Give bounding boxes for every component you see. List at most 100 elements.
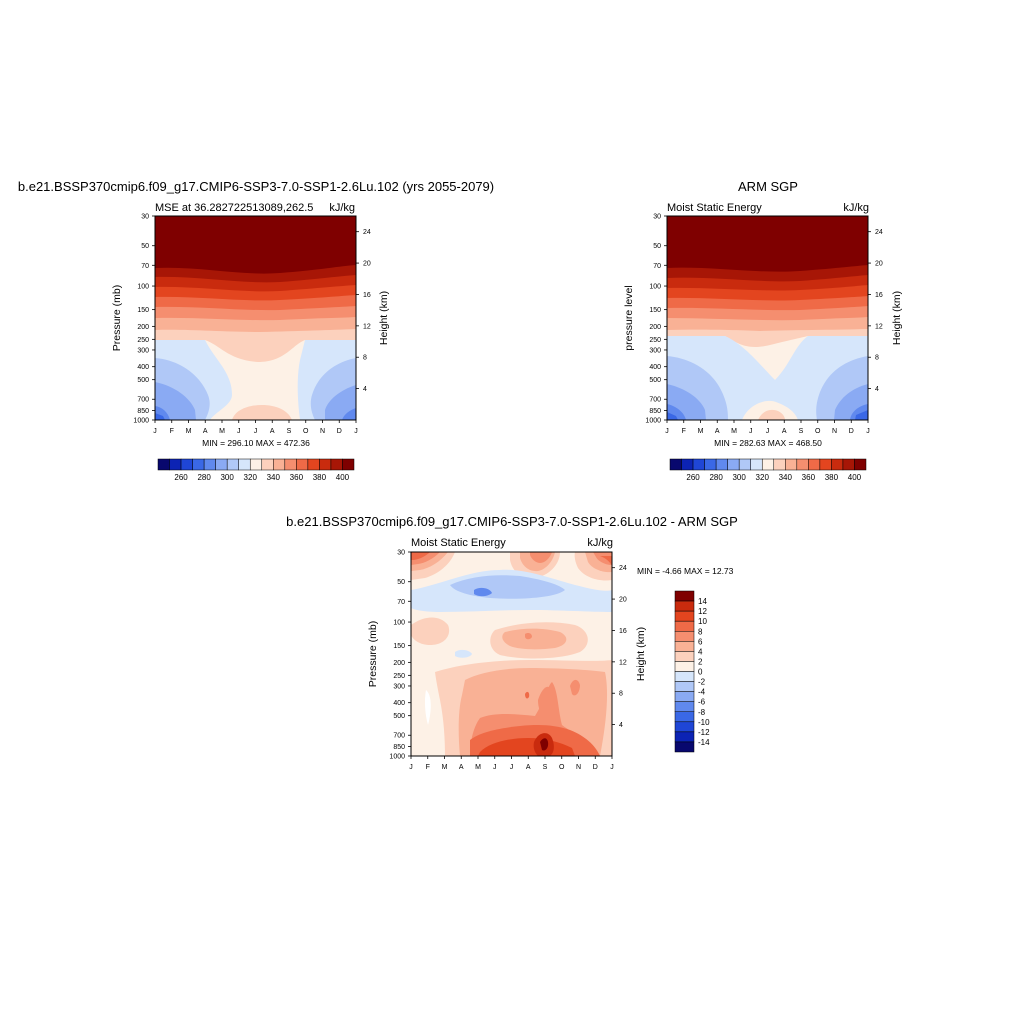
- y-right-tick-label: 8: [875, 355, 879, 362]
- x-tick-label: M: [219, 428, 225, 435]
- x-tick-label: S: [287, 428, 292, 435]
- x-tick-label: J: [665, 428, 669, 435]
- y-tick-label: 700: [393, 733, 405, 740]
- colorbar-label: 280: [197, 473, 211, 482]
- colorbar-swatch: [773, 458, 786, 471]
- x-tick-label: A: [526, 764, 531, 771]
- colorbar-swatch: [307, 458, 320, 471]
- colorbar-swatch: [750, 458, 763, 471]
- panel-units: kJ/kg: [843, 202, 869, 214]
- axes-panel-2: J F M A M J J A S O N D J 30 50 70 100 150 200 250 300 400 500…: [645, 214, 882, 436]
- colorbar-swatch: [674, 620, 695, 632]
- min-max-label: MIN = 282.63 MAX = 468.50: [714, 438, 822, 448]
- colorbar-swatch: [203, 458, 216, 471]
- colorbar-swatch: [692, 458, 705, 471]
- y-tick-label: 200: [137, 324, 149, 331]
- y-tick-label: 500: [393, 713, 405, 720]
- panel-obs: ARM SGP Moist Static Energy kJ/kg: [623, 179, 903, 448]
- y-tick-label: 150: [393, 643, 405, 650]
- colorbar-label: 300: [220, 473, 234, 482]
- y-tick-label: 70: [141, 263, 149, 270]
- colorbar-label: -12: [698, 728, 710, 737]
- y-tick-label: 500: [137, 377, 149, 384]
- y-tick-label: 700: [137, 397, 149, 404]
- colorbar-swatch: [715, 458, 728, 471]
- x-tick-label: D: [337, 428, 342, 435]
- colorbar-swatch: [738, 458, 751, 471]
- colorbar-label: -4: [698, 688, 706, 697]
- panel-units: kJ/kg: [329, 202, 355, 214]
- colorbar-label: 2: [698, 657, 703, 666]
- x-tick-label: J: [493, 764, 497, 771]
- y-tick-label: 1000: [389, 754, 405, 761]
- y-right-tick-label: 20: [619, 597, 627, 604]
- y-tick-label: 100: [137, 284, 149, 291]
- x-tick-label: F: [170, 428, 174, 435]
- colorbar-swatch: [674, 631, 695, 642]
- x-tick-label: A: [782, 428, 787, 435]
- y-tick-label: 700: [649, 397, 661, 404]
- colorbar-label: 14: [698, 597, 707, 606]
- x-tick-label: S: [799, 428, 804, 435]
- y-tick-label: 850: [393, 744, 405, 751]
- x-tick-label: J: [866, 428, 870, 435]
- y-tick-label: 70: [653, 263, 661, 270]
- x-tick-label: J: [610, 764, 614, 771]
- colorbar-label: 320: [756, 473, 770, 482]
- colorbar-swatch: [785, 458, 798, 471]
- x-tick-label: F: [426, 764, 430, 771]
- colorbar-swatch: [674, 661, 695, 672]
- colorbar-label: 340: [267, 473, 281, 482]
- x-tick-label: J: [237, 428, 241, 435]
- colorbar-swatch: [674, 701, 695, 712]
- colorbar-swatch: [674, 641, 695, 652]
- colorbar-label: 8: [698, 627, 703, 636]
- x-tick-label: N: [832, 428, 837, 435]
- colorbar-swatch: [674, 711, 695, 723]
- y-tick-label: 150: [137, 307, 149, 314]
- x-tick-label: S: [543, 764, 548, 771]
- colorbar-label: -2: [698, 678, 706, 687]
- x-tick-label: N: [320, 428, 325, 435]
- y-tick-label: 300: [649, 347, 661, 354]
- y-tick-label: 50: [653, 243, 661, 250]
- panel-left-string: MSE at 36.282722513089,262.5: [155, 202, 313, 214]
- y-tick-label: 30: [141, 214, 149, 221]
- x-tick-label: J: [766, 428, 770, 435]
- y-tick-label: 500: [649, 377, 661, 384]
- y-right-tick-label: 16: [875, 292, 883, 299]
- y-tick-label: 400: [393, 700, 405, 707]
- y-tick-label: 400: [137, 364, 149, 371]
- colorbar-swatch: [180, 458, 193, 471]
- panel-title: ARM SGP: [738, 179, 798, 194]
- y-axis-label: pressure level: [623, 285, 635, 350]
- colorbar-label: 6: [698, 637, 703, 646]
- y-axis-right-label: Height (km): [635, 627, 647, 681]
- colorbar-swatch: [674, 600, 695, 612]
- x-tick-label: O: [815, 428, 821, 435]
- colorbar-swatch: [319, 458, 332, 471]
- colorbar-label: 320: [244, 473, 258, 482]
- y-right-tick-label: 4: [619, 722, 623, 729]
- y-tick-label: 100: [649, 284, 661, 291]
- colorbar-label: 4: [698, 647, 703, 656]
- panel-left-string: Moist Static Energy: [411, 537, 506, 549]
- y-axis-right-label: Height (km): [891, 291, 903, 345]
- colorbar-label: 280: [709, 473, 723, 482]
- x-tick-label: M: [186, 428, 192, 435]
- y-right-tick-label: 4: [363, 386, 367, 393]
- contour-fill: [411, 552, 612, 756]
- colorbar-swatch: [681, 458, 694, 471]
- colorbar-swatch: [808, 458, 821, 471]
- y-axis-right: Height (km): [635, 627, 647, 681]
- y-right-tick-label: 12: [619, 659, 627, 666]
- y-right-tick-label: 24: [875, 229, 883, 236]
- colorbar-swatch: [842, 458, 855, 471]
- colorbar-label: -6: [698, 698, 706, 707]
- colorbar-label: 300: [732, 473, 746, 482]
- colorbar-swatch: [819, 458, 832, 471]
- x-tick-label: N: [576, 764, 581, 771]
- colorbar-swatch: [674, 681, 695, 692]
- colorbar-swatch: [704, 458, 717, 471]
- y-tick-label: 250: [137, 337, 149, 344]
